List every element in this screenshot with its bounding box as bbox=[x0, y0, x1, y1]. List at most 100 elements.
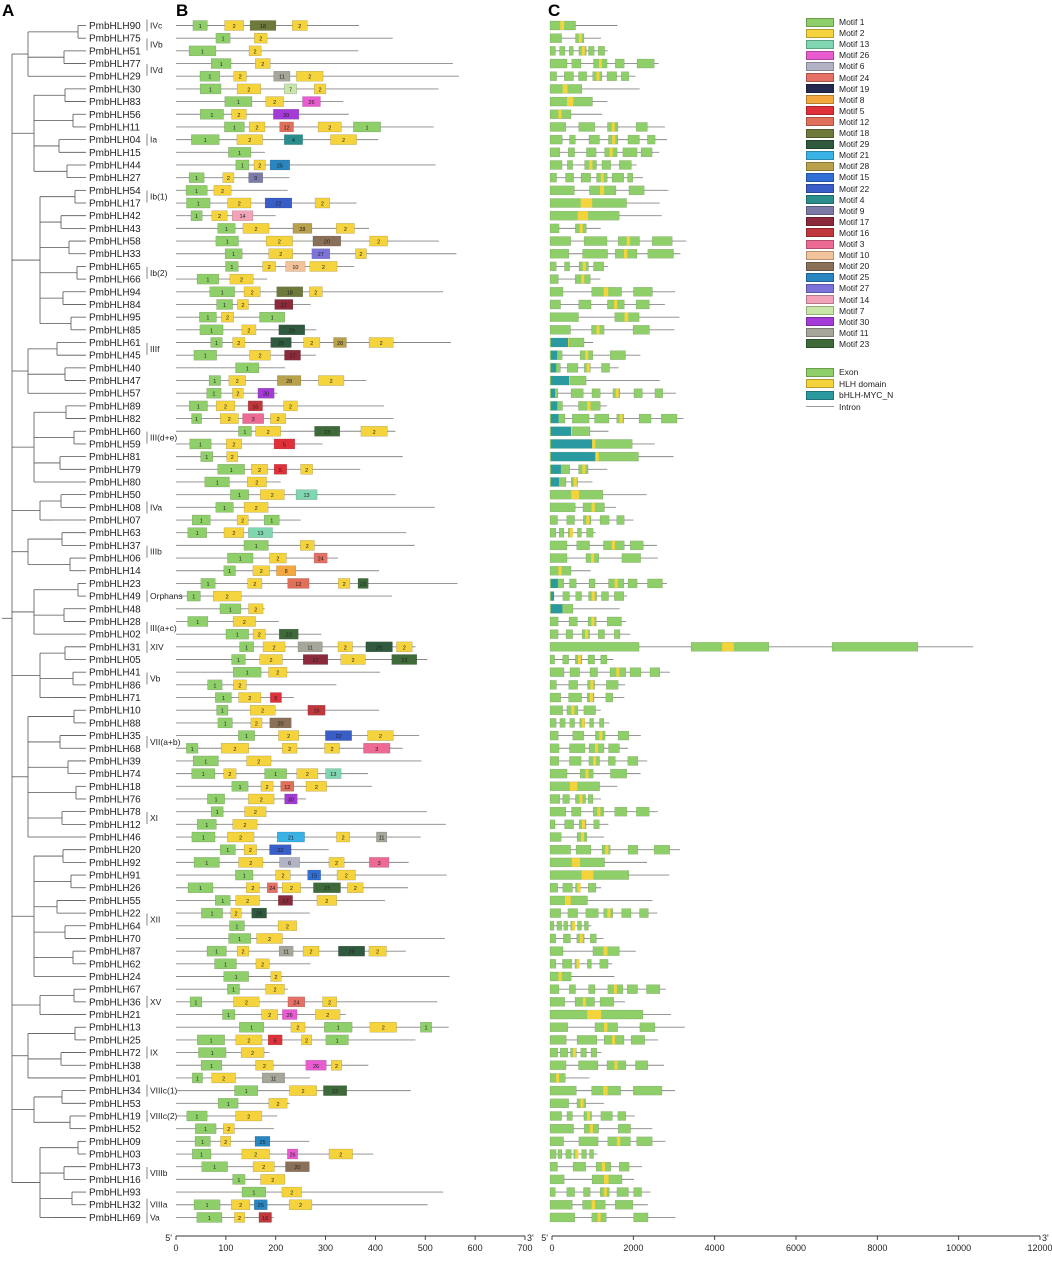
motif-number: 2 bbox=[342, 138, 345, 144]
legend-label: Motif 10 bbox=[839, 250, 870, 261]
subfamily-label: VIIIc(2) bbox=[150, 1111, 178, 1121]
motif-box bbox=[236, 514, 249, 526]
hlh-domain-box bbox=[585, 350, 589, 360]
motif-box bbox=[193, 349, 217, 361]
motif-box bbox=[313, 882, 341, 893]
hlh-domain-box bbox=[597, 807, 601, 817]
legend-item-motif: Motif 11 bbox=[806, 327, 869, 339]
exon-box bbox=[549, 819, 556, 830]
motif-box bbox=[190, 210, 203, 221]
exon-box bbox=[583, 236, 608, 246]
exon-box bbox=[549, 1060, 567, 1070]
panel-label-c: C bbox=[548, 1, 560, 20]
exon-box bbox=[630, 1035, 645, 1045]
exon-box bbox=[549, 1200, 573, 1210]
motif-box bbox=[333, 337, 347, 348]
exon-box bbox=[616, 515, 625, 525]
exon-box bbox=[558, 528, 565, 538]
motif-box bbox=[224, 121, 245, 133]
axis-tick-label: 500 bbox=[418, 1243, 433, 1253]
motif-number: 12 bbox=[284, 125, 290, 131]
exon-box bbox=[575, 591, 582, 601]
motif-number: 1 bbox=[210, 1064, 213, 1070]
legend-label: Motif 20 bbox=[839, 261, 870, 272]
motif-box bbox=[211, 210, 228, 221]
hlh-domain-box bbox=[591, 616, 595, 626]
legend-item-motif: Motif 7 bbox=[806, 305, 865, 317]
exon-box bbox=[636, 1136, 653, 1147]
motif-number: 2 bbox=[226, 316, 229, 322]
exon-box bbox=[638, 413, 652, 424]
hlh-domain-box bbox=[587, 401, 591, 411]
legend-item-motif: Motif 26 bbox=[806, 49, 869, 61]
gene-label: PmbHLH07 bbox=[89, 516, 141, 527]
legend-label: Motif 22 bbox=[839, 183, 870, 194]
motif-box bbox=[196, 819, 217, 830]
motif-number: 1 bbox=[195, 176, 198, 182]
motif-box bbox=[278, 730, 300, 741]
exon-box bbox=[549, 1047, 558, 1058]
motif-number: 2 bbox=[271, 1178, 274, 1184]
exon-box bbox=[606, 680, 619, 690]
hlh-domain-box bbox=[569, 528, 573, 538]
motif-box bbox=[243, 540, 269, 551]
gene-label: PmbHLH19 bbox=[89, 1111, 141, 1122]
exon-box bbox=[611, 172, 625, 183]
exon-box bbox=[627, 578, 638, 589]
motif-number: 1 bbox=[213, 1165, 216, 1171]
motif-box bbox=[238, 730, 255, 741]
motif-number: 3 bbox=[378, 861, 381, 867]
motif-number: 1 bbox=[204, 1127, 207, 1133]
legend-label: Exon bbox=[839, 367, 859, 377]
motif-number: 1 bbox=[204, 759, 207, 765]
exon-box bbox=[549, 832, 562, 842]
motif-box bbox=[276, 831, 305, 843]
legend-label: Motif 29 bbox=[839, 139, 870, 150]
legend-label: Motif 7 bbox=[839, 305, 865, 316]
motif-box bbox=[273, 438, 296, 450]
motif-box bbox=[231, 1199, 251, 1210]
motif-box bbox=[369, 1022, 397, 1033]
motif-number: 13 bbox=[257, 531, 263, 537]
gene-label: PmbHLH63 bbox=[89, 528, 141, 539]
motif-number: 1 bbox=[227, 1102, 230, 1108]
motif-number: 23 bbox=[360, 582, 366, 588]
motif-box bbox=[238, 692, 262, 703]
motif-box bbox=[347, 882, 364, 893]
hlh-domain-box bbox=[595, 743, 599, 753]
myc-domain-box bbox=[551, 604, 563, 614]
motif-number: 1 bbox=[213, 683, 216, 689]
exon-box bbox=[635, 1060, 649, 1070]
subfamily-label: Ia bbox=[150, 135, 157, 145]
motif-number: 1 bbox=[224, 721, 227, 727]
axis-tick-label: 700 bbox=[517, 1243, 532, 1253]
exon-box bbox=[599, 997, 615, 1007]
gene-label: PmbHLH25 bbox=[89, 1035, 141, 1046]
exon-box bbox=[593, 261, 604, 272]
exon-box bbox=[566, 1187, 575, 1197]
motif-number: 29 bbox=[348, 950, 354, 956]
motif-box bbox=[252, 1161, 275, 1172]
motif-number: 2 bbox=[305, 468, 308, 474]
legend-swatch bbox=[806, 239, 834, 249]
exon-box bbox=[549, 959, 557, 969]
exon-box bbox=[614, 1200, 634, 1210]
subfamily-label: Ib(2) bbox=[150, 268, 168, 278]
subfamily-label: VII(a+b) bbox=[150, 737, 181, 747]
motif-number: 2 bbox=[382, 1026, 385, 1032]
legend-swatch bbox=[806, 139, 834, 149]
legend-item-motif: Motif 4 bbox=[806, 194, 865, 206]
exon-box bbox=[549, 1149, 557, 1159]
motif-number: 22 bbox=[277, 848, 283, 854]
motif-box bbox=[199, 324, 224, 336]
motif-number: 1 bbox=[208, 75, 211, 81]
gene-label: PmbHLH65 bbox=[89, 262, 141, 273]
motif-box bbox=[207, 793, 225, 805]
legend-item-motif: Motif 9 bbox=[806, 205, 865, 217]
motif-number: 1 bbox=[337, 1026, 340, 1032]
motif-box bbox=[239, 1022, 265, 1033]
subfamily-label: VIIIb bbox=[150, 1168, 168, 1178]
motif-box bbox=[237, 299, 249, 310]
gene-label: PmbHLH23 bbox=[89, 579, 141, 590]
